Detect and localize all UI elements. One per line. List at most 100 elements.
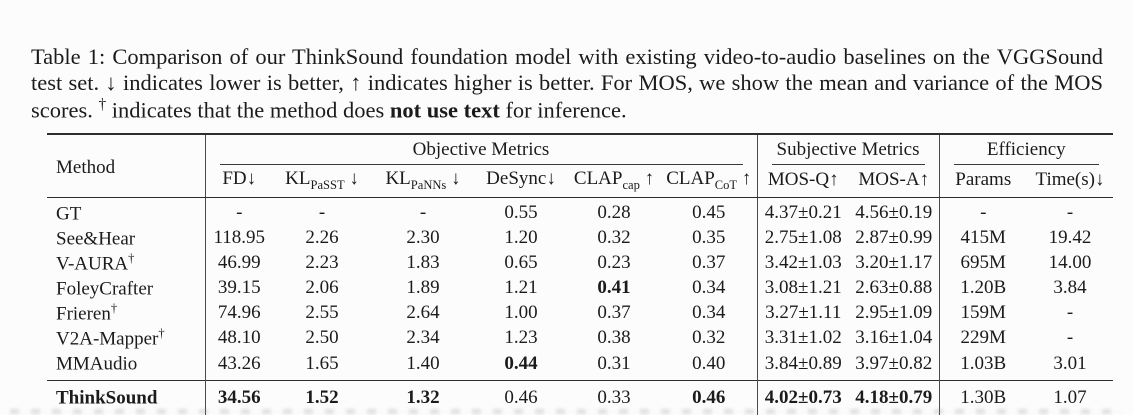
table-cell: 3.20±1.17 (855, 252, 933, 274)
method-cell: FoleyCrafter (56, 278, 154, 300)
table-cell: 2.06 (305, 277, 339, 299)
table-cell: 0.34 (692, 277, 726, 299)
results-table: Method Objective Metrics Subjective Metr… (47, 133, 1113, 415)
method-cell: MMAudio (56, 353, 138, 375)
table-caption: Table 1: Comparison of our ThinkSound fo… (31, 44, 1103, 124)
table-cell: 1.30B (938, 380, 1027, 415)
group-objective-metrics: Objective Metrics (204, 134, 757, 165)
table-cell: 0.44 (504, 352, 538, 374)
table-cell: 0.46 (661, 380, 757, 415)
table-cell: 2.23 (305, 252, 339, 274)
table-row-see-hear: See&Hear 118.95 2.26 2.30 1.20 0.32 0.35… (47, 226, 1113, 252)
table-cell: 48.10 (204, 326, 273, 352)
table-cell: 0.34 (692, 302, 726, 324)
table-cell: 695M (938, 251, 1027, 277)
table-cell: 2.64 (406, 302, 440, 324)
dagger-sup: † (158, 326, 165, 341)
table-cell: 2.30 (406, 227, 440, 249)
method-cell: Frieren† (56, 301, 118, 325)
col-header-kl-passt: KLPaSST ↓ (273, 164, 371, 199)
col-header-mos-q: MOS-Q↑ (756, 164, 849, 199)
col-header-desync: DeSync↓ (475, 164, 567, 199)
table-cell: 1.89 (406, 277, 440, 299)
table-cell: 0.35 (692, 227, 726, 249)
table-row-thinksound: ThinkSound 34.56 1.52 1.32 0.46 0.33 0.4… (47, 380, 1113, 415)
caption-text-mid: indicates that the method does (106, 97, 390, 123)
method-cell: GT (56, 203, 82, 225)
scan-artifact (10, 409, 1123, 414)
table-cell: 1.52 (273, 380, 371, 415)
table-cell: 2.50 (305, 327, 339, 349)
table-cell: 3.16±1.04 (855, 327, 933, 349)
table-cell: 1.00 (504, 302, 538, 324)
table-cell: 0.31 (597, 352, 631, 374)
table-cell: 4.02±0.73 (756, 380, 849, 415)
table-cell: 3.27±1.11 (756, 301, 849, 327)
table-cell: 229M (938, 326, 1027, 352)
table-cell: 4.18±0.79 (849, 380, 939, 415)
table-row-v-aura: V-AURA† 46.99 2.23 1.83 0.65 0.23 0.37 3… (47, 251, 1113, 277)
table-cell: 3.01 (1053, 352, 1087, 374)
table-cell: 4.56±0.19 (855, 202, 933, 224)
table-cell: 46.99 (204, 251, 273, 277)
table-cell: - (1066, 202, 1074, 224)
table-cell: 0.55 (504, 202, 538, 224)
table-cell: 2.55 (305, 302, 339, 324)
table-cell: 0.23 (597, 252, 631, 274)
table-cell: 34.56 (204, 380, 273, 415)
dagger-symbol: † (98, 95, 107, 113)
table-cell: 0.37 (597, 302, 631, 324)
table-cell: 1.32 (371, 380, 475, 415)
method-cell: See&Hear (56, 228, 136, 250)
group-subjective-metrics: Subjective Metrics (756, 134, 939, 165)
table-cell: 14.00 (1048, 252, 1092, 274)
col-header-time: Time(s)↓ (1027, 164, 1113, 199)
table-cell: 1.83 (406, 252, 440, 274)
dagger-sup: † (128, 251, 135, 266)
col-header-fd: FD↓ (204, 164, 273, 199)
table-cell: 1.07 (1027, 380, 1113, 415)
table-cell: - (1066, 327, 1074, 349)
table-cell: 0.28 (597, 202, 631, 224)
table-cell: 1.21 (504, 277, 538, 299)
table-cell: 2.75±1.08 (756, 226, 849, 252)
column-header-row: FD↓ KLPaSST ↓ KLPaNNs ↓ DeSync↓ CLAPcap … (47, 164, 1113, 199)
col-header-mos-a: MOS-A↑ (849, 164, 939, 199)
table-cell: 2.95±1.09 (855, 302, 933, 324)
table-cell: 39.15 (204, 276, 273, 302)
caption-text-end: for inference. (499, 97, 627, 123)
table-cell: - (204, 197, 273, 227)
table-cell: 118.95 (204, 226, 273, 252)
table-row-v2a-mapper: V2A-Mapper† 48.10 2.50 2.34 1.23 0.38 0.… (47, 326, 1113, 352)
table-cell: 0.45 (692, 202, 726, 224)
table-cell: 0.41 (597, 277, 631, 299)
table-cell: 74.96 (204, 301, 273, 327)
table-cell: 3.08±1.21 (756, 276, 849, 302)
col-header-clap-cap: CLAPcap ↑ (567, 164, 661, 199)
table-row-mmaudio: MMAudio 43.26 1.65 1.40 0.44 0.31 0.40 3… (47, 351, 1113, 381)
table-cell: 3.42±1.03 (756, 251, 849, 277)
table-cell: 2.26 (305, 227, 339, 249)
table-cell: 19.42 (1048, 227, 1092, 249)
table-cell: - (318, 202, 326, 224)
group-efficiency: Efficiency (938, 134, 1113, 165)
table-cell: 0.37 (692, 252, 726, 274)
method-cell: V-AURA† (56, 251, 135, 275)
table-cell: - (1066, 302, 1074, 324)
table-cell: - (419, 202, 427, 224)
table-cell: 4.37±0.21 (756, 197, 849, 227)
method-cell: V2A-Mapper† (56, 326, 165, 350)
table-cell: 1.40 (406, 352, 440, 374)
group-header-row: Method Objective Metrics Subjective Metr… (47, 134, 1113, 199)
table-cell: 1.20 (504, 227, 538, 249)
table-cell: 1.03B (938, 351, 1027, 381)
table-cell: 3.31±1.02 (756, 326, 849, 352)
col-header-params: Params (938, 164, 1027, 199)
table-cell: - (938, 197, 1027, 227)
col-header-kl-panns: KLPaNNs ↓ (371, 164, 475, 199)
table-cell: 43.26 (204, 351, 273, 381)
table-row-gt: GT - - - 0.55 0.28 0.45 4.37±0.21 4.56±0… (47, 197, 1113, 227)
table-cell: 3.84±0.89 (756, 351, 849, 381)
table-cell: 0.46 (475, 380, 567, 415)
